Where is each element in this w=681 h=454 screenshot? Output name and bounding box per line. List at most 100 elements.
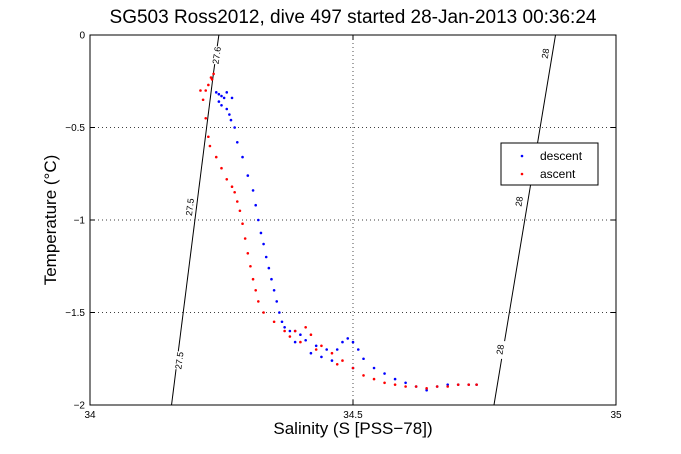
descent-point-41 <box>383 372 386 375</box>
legend-label-ascent: ascent <box>540 167 576 181</box>
ascent-point-18 <box>243 237 247 240</box>
isopycnal-label-2-1: 28 <box>513 196 525 208</box>
ascent-point-2 <box>210 78 214 81</box>
ascent-point-3 <box>207 83 210 87</box>
descent-point-40 <box>372 366 376 370</box>
ascent-point-34 <box>362 374 365 377</box>
isopycnal-label-bg <box>512 191 526 212</box>
ascent-point-14 <box>233 190 236 194</box>
ascent-point-16 <box>238 209 242 213</box>
descent-point-25 <box>278 311 281 314</box>
descent-point-51 <box>293 340 297 344</box>
ascent-point-9 <box>208 144 212 148</box>
descent-point-9 <box>228 113 231 116</box>
x-axis-label: Salinity (S [PSS−78]) <box>273 419 432 438</box>
descent-point-28 <box>288 329 292 333</box>
ascent-point-15 <box>235 200 239 203</box>
ascent-point-19 <box>246 252 250 255</box>
descent-point-12 <box>235 141 239 144</box>
ascent-point-45 <box>475 383 478 386</box>
y-tick-label-0: 0 <box>79 31 85 42</box>
descent-point-34 <box>335 348 339 351</box>
ascent-point-6 <box>201 98 205 102</box>
descent-point-37 <box>351 340 355 344</box>
descent-point-26 <box>280 320 284 324</box>
y-tick-label-2: −1 <box>74 216 86 227</box>
descent-point-36 <box>346 337 350 340</box>
descent-point-7 <box>220 104 223 107</box>
ascent-point-0 <box>212 72 215 76</box>
ascent-point-38 <box>404 385 407 388</box>
x-tick-label-0: 34 <box>84 410 96 421</box>
descent-point-2 <box>220 94 223 98</box>
descent-point-1 <box>217 92 221 96</box>
isopycnal-label-2-0: 28 <box>495 344 507 356</box>
descent-point-30 <box>299 333 302 337</box>
x-tick-label-1: 34.5 <box>343 410 363 421</box>
ascent-point-43 <box>456 383 460 386</box>
chart-title: SG503 Ross2012, dive 497 started 28-Jan-… <box>110 7 597 28</box>
ascent-point-22 <box>254 289 257 292</box>
isopycnal-label-bg <box>173 351 186 371</box>
descent-point-23 <box>272 289 276 292</box>
ascent-point-36 <box>383 381 386 385</box>
ascent-point-42 <box>446 385 449 388</box>
isopycnal-label-0-0: 27.5 <box>173 351 185 370</box>
descent-point-11 <box>233 126 236 129</box>
legend-box <box>500 142 599 186</box>
descent-point-20 <box>264 255 268 259</box>
ascent-point-8 <box>207 135 210 139</box>
descent-point-35 <box>341 340 344 344</box>
isopycnal-label-bg <box>493 339 507 360</box>
ascent-point-39 <box>414 385 418 388</box>
ascent-point-31 <box>330 351 334 355</box>
descent-point-42 <box>393 377 397 381</box>
descent-point-32 <box>314 344 318 348</box>
isopycnal-label-bg <box>539 43 552 64</box>
descent-point-45 <box>425 388 428 392</box>
isopycnal-lines: 27.5 27.5 27.6 28 28 28 <box>171 34 557 406</box>
data-points <box>199 72 478 392</box>
ascent-point-27 <box>293 329 297 333</box>
descent-point-0 <box>214 91 218 94</box>
descent-point-16 <box>254 203 257 207</box>
ascent-point-26 <box>283 329 286 333</box>
descent-point-22 <box>270 277 273 281</box>
descent-point-15 <box>251 189 255 192</box>
legend: descent ascent <box>500 142 599 186</box>
ascent-point-7 <box>204 116 208 120</box>
ascent-point-28 <box>304 326 307 329</box>
descent-point-19 <box>262 242 265 246</box>
descent-point-14 <box>246 174 250 177</box>
descent-point-5 <box>230 96 234 100</box>
isopycnal-line-0 <box>171 71 215 406</box>
descent-point-53 <box>320 355 323 359</box>
ascent-point-48 <box>314 348 318 351</box>
isopycnal-label-bg <box>210 45 223 65</box>
ascent-point-25 <box>272 320 276 324</box>
legend-marker-ascent <box>520 172 524 176</box>
descent-point-47 <box>446 383 449 386</box>
descent-point-6 <box>217 100 221 103</box>
ascent-point-49 <box>335 363 339 366</box>
ascent-point-41 <box>435 385 439 388</box>
ascent-point-44 <box>467 383 471 386</box>
ascent-point-4 <box>204 89 208 92</box>
ascent-point-24 <box>262 311 265 314</box>
ascent-point-13 <box>230 185 234 188</box>
descent-point-3 <box>222 96 226 100</box>
ascent-point-11 <box>220 166 223 170</box>
descent-point-54 <box>330 359 334 362</box>
axis-ticks: 34 34.5 35 0 −0.5 −1 −1.5 −2 <box>65 31 622 422</box>
y-tick-label-1: −0.5 <box>65 123 85 134</box>
ascent-point-20 <box>249 264 252 268</box>
ascent-point-33 <box>351 366 355 370</box>
legend-label-descent: descent <box>540 149 583 163</box>
descent-point-13 <box>241 155 244 159</box>
descent-point-18 <box>259 231 263 235</box>
ascent-point-12 <box>225 178 229 181</box>
ascent-point-23 <box>257 300 260 303</box>
descent-point-8 <box>225 107 229 111</box>
x-tick-label-2: 35 <box>610 410 622 421</box>
